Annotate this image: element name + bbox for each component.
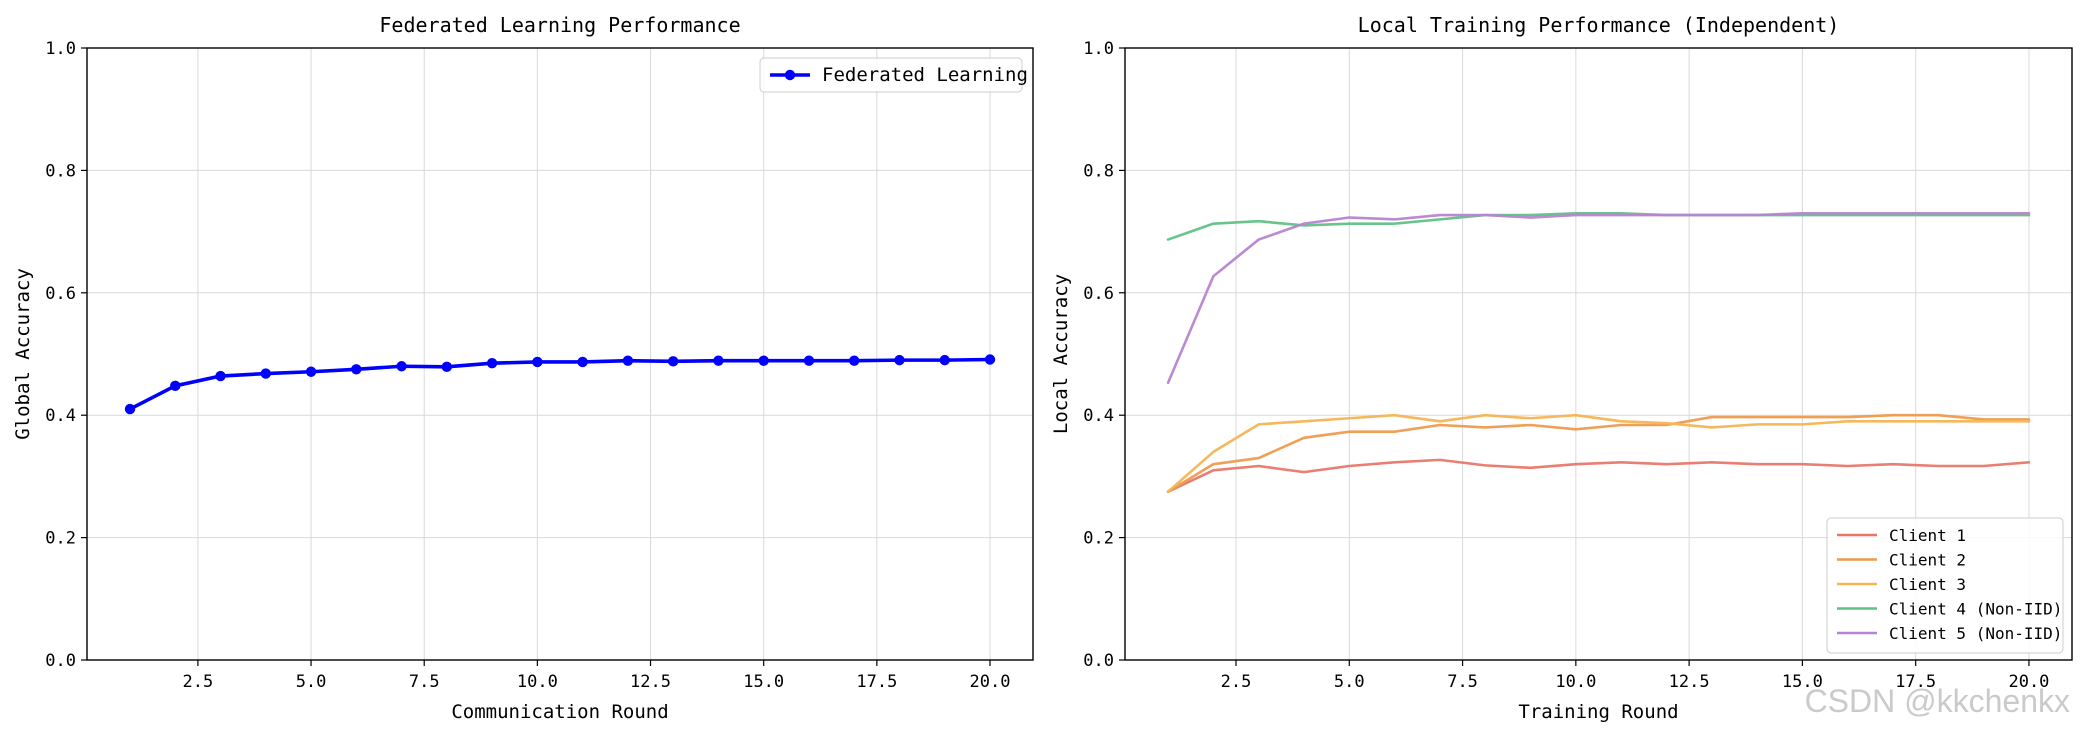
chart-title: Federated Learning Performance: [379, 13, 740, 37]
x-tick-label: 12.5: [1669, 672, 1710, 692]
x-tick-label: 10.0: [517, 672, 558, 692]
data-point: [849, 355, 860, 366]
data-point: [170, 380, 181, 392]
y-tick-label: 0.8: [1083, 161, 1114, 181]
series-line-2: [1166, 413, 2031, 493]
x-tick-label: 5.0: [296, 672, 327, 692]
legend: Client 1 Client 2 Client 3 Client 4 (Non-II…: [1826, 517, 2064, 654]
x-axis-label: Communication Round: [451, 701, 668, 723]
x-axis-label: Training Round: [1518, 701, 1678, 723]
data-point: [532, 356, 543, 368]
x-tick-label: 5.0: [1334, 672, 1365, 692]
watermark: CSDN @kkchenkx: [1805, 683, 2070, 719]
x-tick-label: 17.5: [1895, 672, 1936, 692]
series-line-4: [1166, 211, 2031, 241]
data-point: [713, 355, 724, 366]
data-point: [803, 355, 815, 366]
legend-entry: Client 2: [1889, 551, 1966, 570]
data-point: [305, 366, 317, 377]
chart-panel-2: 2.5 5.0 7.5 10.0 12.5 15.0 17.5 20.0 0.0 0.2 0.4 0.…: [1050, 13, 2073, 723]
data-point: [124, 403, 136, 415]
x-tick-label: 17.5: [856, 672, 897, 692]
data-point: [396, 361, 407, 372]
y-axis-label: Global Accuracy: [12, 268, 34, 440]
data-point: [486, 357, 498, 369]
data-point: [894, 354, 905, 366]
x-tick-label: 7.5: [409, 672, 440, 692]
y-tick-label: 0.8: [45, 161, 76, 181]
y-tick-label: 0.0: [1083, 651, 1114, 671]
data-point: [215, 370, 226, 382]
y-tick-label: 0.2: [45, 529, 76, 549]
data-point: [260, 368, 271, 379]
legend: Federated Learning: [759, 57, 1028, 93]
axes-frame: [86, 47, 1034, 661]
legend-entry: Client 4 (Non-IID): [1889, 600, 2062, 619]
y-tick-label: 0.0: [45, 651, 76, 671]
x-tick-label: 20.0: [2008, 672, 2049, 692]
axes-frame: [1124, 47, 2073, 661]
y-tick-label: 0.4: [45, 406, 76, 426]
data-point: [758, 355, 769, 366]
x-tick-label: 15.0: [1782, 672, 1823, 692]
x-tick-label: 10.0: [1555, 672, 1596, 692]
y-tick-label: 0.6: [45, 284, 76, 304]
series-line-1: [1166, 458, 2031, 493]
legend-entry: Client 1: [1889, 526, 1966, 545]
data-point: [939, 354, 950, 366]
legend-box: [759, 57, 1023, 93]
x-tick-label: 7.5: [1447, 672, 1478, 692]
legend-entry: Client 5 (Non-IID): [1889, 624, 2062, 643]
series-line-3: [1166, 413, 2031, 493]
chart-title: Local Training Performance (Independent): [1358, 13, 1840, 37]
legend-entry: Federated Learning: [822, 64, 1028, 86]
data-point: [441, 361, 453, 373]
chart-panel-1: 2.5 5.0 7.5 10.0 12.5 15.0 17.5 20.0 0.0 0.2 0.4 0.…: [12, 13, 1034, 723]
data-point: [984, 354, 996, 365]
x-tick-label: 15.0: [743, 672, 784, 692]
y-tick-label: 0.6: [1083, 284, 1114, 304]
y-tick-label: 0.2: [1083, 529, 1114, 549]
data-point: [577, 356, 588, 368]
y-tick-label: 1.0: [1083, 39, 1114, 59]
data-point: [622, 355, 634, 366]
series-line-5: [1166, 211, 2031, 385]
series-line-1: [128, 357, 992, 411]
data-point: [667, 356, 679, 367]
y-tick-label: 1.0: [45, 39, 76, 59]
x-tick-label: 20.0: [970, 672, 1011, 692]
x-tick-label: 2.5: [1221, 672, 1252, 692]
legend-entry: Client 3: [1889, 575, 1966, 594]
y-axis-label: Local Accuracy: [1050, 274, 1072, 434]
legend-marker: [784, 69, 796, 81]
legend-box: [1826, 517, 2064, 654]
y-tick-label: 0.4: [1083, 406, 1114, 426]
x-tick-label: 2.5: [183, 672, 214, 692]
x-tick-label: 12.5: [630, 672, 671, 692]
data-point: [351, 364, 362, 375]
